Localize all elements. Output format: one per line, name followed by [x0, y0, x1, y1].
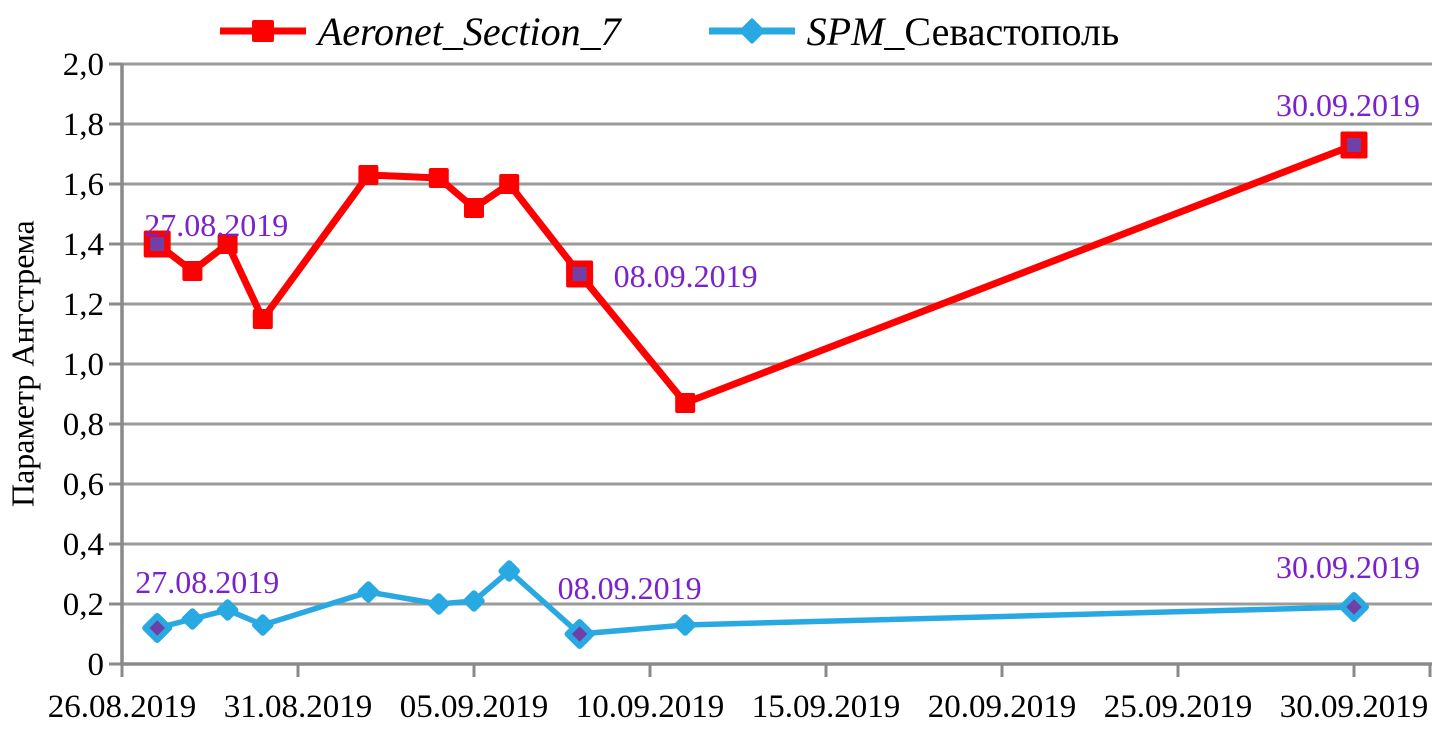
- y-tick-label: 0: [88, 647, 105, 683]
- legend-label-spm: SPM_Севастополь: [806, 8, 1120, 54]
- data-point-diamond[interactable]: [356, 580, 380, 604]
- annotated-point-inner-square: [150, 237, 165, 251]
- x-tick-label: 30.09.2019: [1280, 689, 1429, 725]
- data-point-square[interactable]: [217, 234, 238, 254]
- x-tick-label: 26.08.2019: [48, 689, 197, 725]
- x-tick-label: 15.09.2019: [752, 689, 901, 725]
- y-tick-label: 1,8: [63, 107, 104, 143]
- point-annotation-label: 08.09.2019: [614, 258, 758, 294]
- y-tick-label: 1,2: [63, 287, 104, 323]
- annotated-point-inner-square: [572, 267, 587, 281]
- data-point-square[interactable]: [358, 165, 379, 185]
- annotated-point-inner-square: [1347, 138, 1361, 152]
- y-tick-label: 0,2: [63, 587, 104, 623]
- data-point-diamond[interactable]: [673, 613, 697, 637]
- data-point-square[interactable]: [499, 174, 520, 194]
- x-tick-label: 31.08.2019: [224, 689, 373, 725]
- data-point-square[interactable]: [252, 309, 273, 329]
- y-tick-label: 1,4: [63, 227, 104, 263]
- data-point-square[interactable]: [428, 168, 449, 188]
- y-tick-label: 0,8: [63, 407, 104, 443]
- y-tick-label: 2,0: [63, 47, 104, 83]
- legend-label-aeronet: Aeronet_Section_7: [317, 8, 621, 54]
- legend-item-spm-sevastopol[interactable]: SPM_Севастополь: [708, 8, 1120, 55]
- data-point-square[interactable]: [464, 198, 484, 218]
- legend-diamond-marker-icon: [708, 18, 795, 44]
- data-point-diamond[interactable]: [180, 607, 204, 631]
- annotated-point-inner-diamond: [571, 626, 588, 642]
- y-tick-label: 0,4: [63, 527, 104, 563]
- legend-item-aeronet-section-7[interactable]: Aeronet_Section_7: [219, 8, 621, 55]
- y-tick-label: 1,0: [63, 347, 104, 383]
- annotated-point-inner-diamond: [1346, 599, 1362, 615]
- x-tick-label: 05.09.2019: [400, 689, 549, 725]
- x-tick-label: 10.09.2019: [576, 689, 725, 725]
- point-annotation-label: 27.08.2019: [144, 207, 288, 243]
- point-annotation-label: 30.09.2019: [1276, 87, 1420, 123]
- data-point-diamond[interactable]: [251, 613, 275, 637]
- point-annotation-label: 30.09.2019: [1276, 549, 1420, 585]
- data-point-diamond[interactable]: [462, 589, 486, 613]
- x-tick-label: 20.09.2019: [928, 689, 1077, 725]
- point-annotation-label: 08.09.2019: [558, 570, 702, 606]
- x-tick-label: 25.09.2019: [1104, 689, 1253, 725]
- point-annotation-label: 27.08.2019: [135, 564, 279, 600]
- y-tick-label: 0,6: [63, 467, 104, 503]
- data-point-diamond[interactable]: [216, 598, 240, 622]
- data-point-diamond[interactable]: [497, 559, 521, 583]
- legend-square-marker-icon: [219, 20, 306, 42]
- data-point-square[interactable]: [182, 261, 203, 281]
- annotated-point-inner-diamond: [149, 620, 165, 636]
- data-point-diamond[interactable]: [427, 592, 451, 616]
- chart-legend: Aeronet_Section_7 SPM_Севастополь: [0, 2, 1387, 60]
- y-tick-label: 1,6: [63, 167, 104, 203]
- data-point-square[interactable]: [675, 393, 696, 413]
